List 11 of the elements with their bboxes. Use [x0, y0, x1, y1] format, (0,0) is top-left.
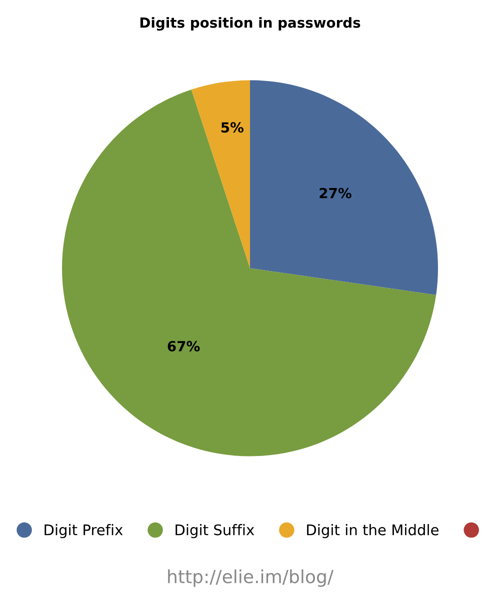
- data-label: 5%: [221, 122, 244, 133]
- pie-slice: [250, 80, 438, 295]
- legend-label: Digit in the Middle: [307, 524, 438, 538]
- pie-slice: [191, 80, 250, 268]
- text: http://elie.im/blog/: [168, 569, 334, 587]
- legend-label: Digit Prefix: [44, 524, 123, 538]
- chart-title: Digits position in passwords: [140, 17, 360, 31]
- pie-slice: [62, 90, 436, 456]
- data-label: 27%: [320, 188, 352, 198]
- legend-label: Digit Suffix: [176, 524, 254, 538]
- data-label: 67%: [168, 340, 200, 352]
